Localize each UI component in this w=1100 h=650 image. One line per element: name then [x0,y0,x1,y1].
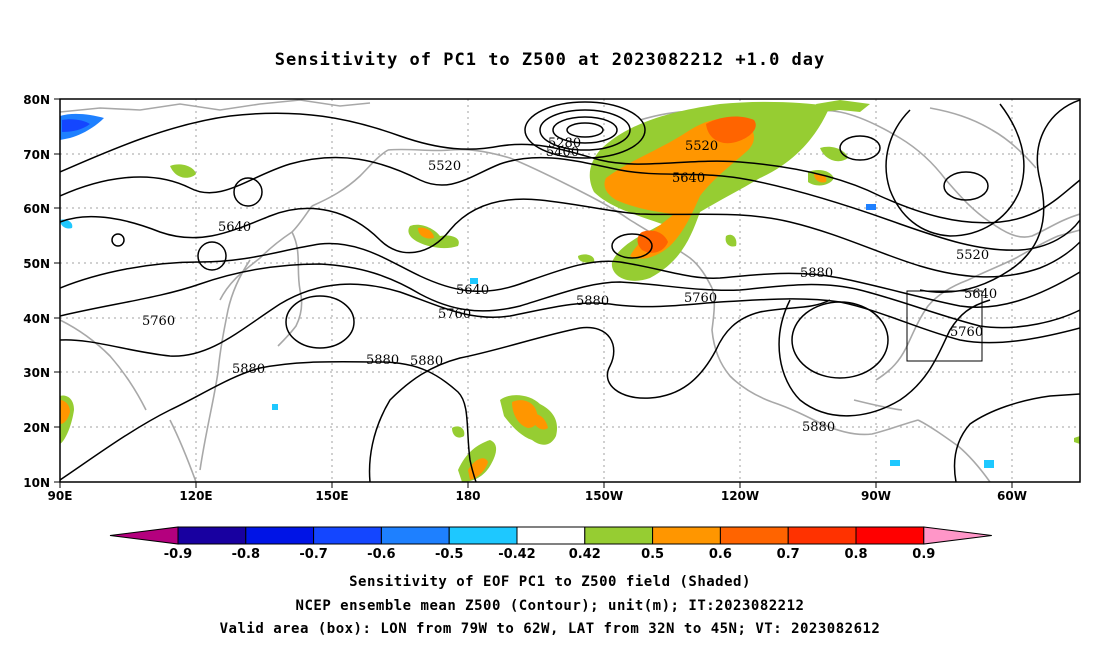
contour-label: 5520 [428,159,461,174]
colorbar-segment [584,526,654,545]
contour-labels: 5280 5400 5520 5520 5520 5640 5640 5640 … [142,136,997,435]
colorbar-segment [380,526,450,545]
colorbar-tick-label: 0.8 [844,547,867,562]
contour-label: 5640 [218,220,251,235]
colorbar-tick-label: -0.8 [232,547,260,562]
colorbar-tick-label: 0.42 [569,547,601,562]
colorbar [109,526,992,545]
lon-label: 90E [48,489,73,503]
contour-label: 5520 [685,139,718,154]
longitude-labels: 90E 120E 150E 180 150W 120W 90W 60W [48,489,1027,503]
lon-label: 150W [585,489,623,503]
contour-label: 5880 [800,266,833,281]
map-title: Sensitivity of PC1 to Z500 at 2023082212… [274,50,826,70]
colorbar-tick-label: -0.42 [498,547,535,562]
contour-label: 5520 [956,248,989,263]
lat-label: 70N [23,148,50,162]
lat-label: 50N [23,257,50,271]
contour-label: 5880 [410,354,443,369]
colorbar-segment [787,526,857,545]
latitude-labels: 80N 70N 60N 50N 40N 30N 20N 10N [23,93,50,490]
colorbar-tick-label: 0.9 [912,547,935,562]
caption-line-3: Valid area (box): LON from 79W to 62W, L… [219,621,881,637]
contour-label: 5880 [366,353,399,368]
colorbar-segment [448,526,518,545]
contour-label: 5760 [950,325,983,340]
lon-label: 60W [997,489,1027,503]
colorbar-tick-label: 0.5 [641,547,664,562]
z500-contours [60,99,1080,482]
lon-label: 180 [455,489,480,503]
contour-label: 5880 [802,420,835,435]
contour-label: 5640 [672,171,705,186]
contour-label: 5280 [548,136,581,151]
sensitivity-shading [60,100,1080,482]
colorbar-labels: -0.9 -0.8 -0.7 -0.6 -0.5 -0.42 0.42 0.5 0.6 0.7 0.… [164,547,936,562]
lat-label: 80N [23,93,50,107]
contour-label: 5640 [964,287,997,302]
colorbar-segment [177,526,247,545]
valid-area-box [906,290,983,362]
contour-label: 5640 [456,283,489,298]
colorbar-tick-label: 0.7 [777,547,800,562]
lat-label: 30N [23,366,50,380]
colorbar-tick-label: -0.9 [164,547,192,562]
contour-label: 5760 [438,307,471,322]
colorbar-tick-label: -0.5 [435,547,463,562]
lat-label: 20N [23,421,50,435]
grid-lines [60,99,1080,482]
map-frame [59,98,1081,483]
axis-ticks [54,98,1013,488]
contour-label: 5760 [684,291,717,306]
lat-label: 10N [23,476,50,490]
contour-label: 5880 [232,362,265,377]
lat-label: 60N [23,202,50,216]
contour-label: 5400 [546,145,579,160]
contour-label: 5760 [142,314,175,329]
lon-label: 150E [315,489,348,503]
colorbar-segment [516,526,586,545]
contour-label: 5880 [576,294,609,309]
colorbar-arrow-high [923,526,992,545]
colorbar-segment [855,526,925,545]
lat-label: 40N [23,312,50,326]
colorbar-segment [652,526,721,545]
colorbar-arrow-low [109,526,179,545]
lon-label: 90W [861,489,891,503]
lon-label: 120W [721,489,759,503]
colorbar-segment [313,526,382,545]
colorbar-tick-label: 0.6 [709,547,732,562]
colorbar-tick-label: -0.6 [367,547,395,562]
caption-line-2: NCEP ensemble mean Z500 (Contour); unit(… [295,598,805,614]
caption-line-1: Sensitivity of EOF PC1 to Z500 field (Sh… [349,574,751,590]
colorbar-tick-label: -0.7 [299,547,327,562]
colorbar-segment [719,526,789,545]
colorbar-segment [245,526,315,545]
lon-label: 120E [179,489,212,503]
